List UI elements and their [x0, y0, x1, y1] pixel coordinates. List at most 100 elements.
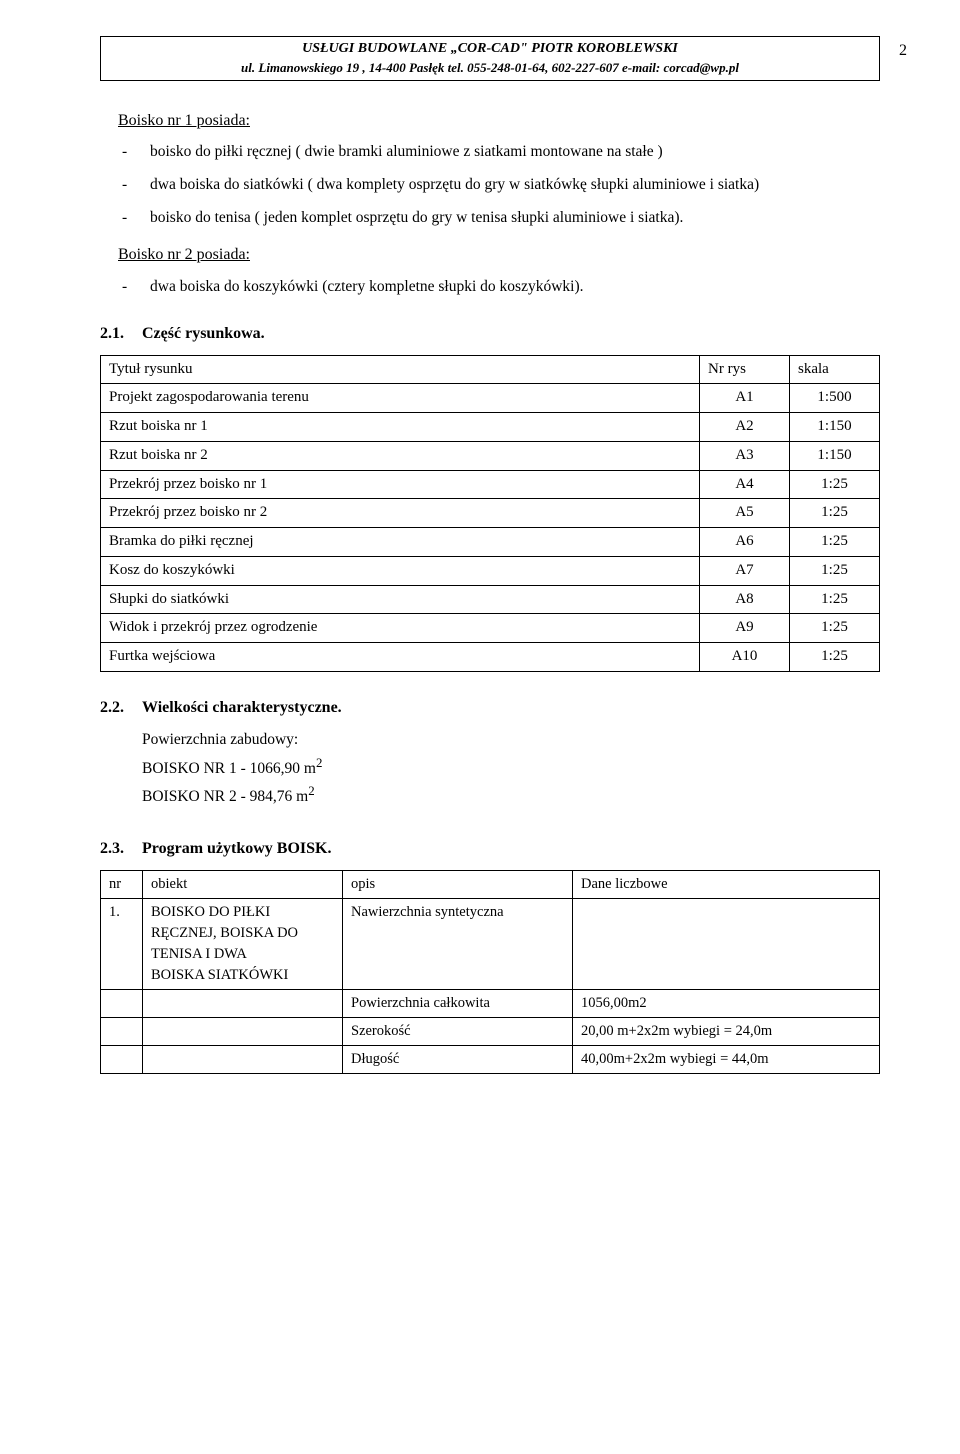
cell: 1:25 [790, 614, 880, 643]
cell: 1:25 [790, 528, 880, 557]
col-nr-rys: Nr rys [700, 355, 790, 384]
cell-nr [101, 990, 143, 1018]
table-row: Powierzchnia całkowita 1056,00m2 [101, 990, 880, 1018]
obj-line: BOISKO DO PIŁKI [151, 902, 334, 923]
list-text: dwa boiska do koszykówki (cztery komplet… [150, 278, 584, 295]
cell: 1:25 [790, 470, 880, 499]
cell: 1:25 [790, 499, 880, 528]
cell: Widok i przekrój przez ogrodzenie [101, 614, 700, 643]
boisko2-list: -dwa boiska do koszykówki (cztery komple… [100, 271, 880, 302]
heading-title: Program użytkowy BOISK. [142, 837, 331, 860]
cell-opis: Szerokość [343, 1018, 573, 1046]
heading-num: 2.1. [100, 322, 124, 345]
table-header-row: nr obiekt opis Dane liczbowe [101, 871, 880, 899]
cell: Słupki do siatkówki [101, 585, 700, 614]
cell-nr [101, 1046, 143, 1074]
heading-num: 2.3. [100, 837, 124, 860]
table-row: Słupki do siatkówkiA81:25 [101, 585, 880, 614]
heading-num: 2.2. [100, 696, 124, 719]
cell-obiekt [143, 990, 343, 1018]
list-text: dwa boiska do siatkówki ( dwa komplety o… [150, 176, 759, 193]
cell: A9 [700, 614, 790, 643]
list-item: -boisko do piłki ręcznej ( dwie bramki a… [136, 136, 880, 167]
header-line-2: ul. Limanowskiego 19 , 14-400 Pasłęk tel… [107, 59, 873, 78]
header-line-1: USŁUGI BUDOWLANE „COR-CAD" PIOTR KOROBLE… [107, 39, 873, 59]
heading-title: Wielkości charakterystyczne. [142, 696, 342, 719]
list-item: -dwa boiska do koszykówki (cztery komple… [136, 271, 880, 302]
cell: A1 [700, 384, 790, 413]
cell: 1:500 [790, 384, 880, 413]
cell: Rzut boiska nr 1 [101, 413, 700, 442]
cell: Furtka wejściowa [101, 643, 700, 672]
boisko2-area: BOISKO NR 2 - 984,76 m2 [142, 782, 880, 809]
col-nr: nr [101, 871, 143, 899]
cell: A5 [700, 499, 790, 528]
cell: Kosz do koszykówki [101, 556, 700, 585]
table-row: Rzut boiska nr 1A21:150 [101, 413, 880, 442]
cell: 1:150 [790, 413, 880, 442]
table-row: Szerokość 20,00 m+2x2m wybiegi = 24,0m [101, 1018, 880, 1046]
cell: 1:25 [790, 643, 880, 672]
cell: A4 [700, 470, 790, 499]
list-item: -boisko do tenisa ( jeden komplet osprzę… [136, 202, 880, 233]
table-row: Bramka do piłki ręcznejA61:25 [101, 528, 880, 557]
area-text: BOISKO NR 1 - 1066,90 m [142, 760, 316, 777]
heading-title: Część rysunkowa. [142, 322, 265, 345]
surface-label: Powierzchnia zabudowy: [142, 729, 880, 751]
heading-2-3: 2.3. Program użytkowy BOISK. [100, 837, 880, 860]
area-exp: 2 [316, 755, 322, 770]
obj-line: TENISA I DWA [151, 944, 334, 965]
table-row: Przekrój przez boisko nr 1A41:25 [101, 470, 880, 499]
col-dane: Dane liczbowe [573, 871, 880, 899]
cell: 1:25 [790, 556, 880, 585]
heading-2-1: 2.1. Część rysunkowa. [100, 322, 880, 345]
cell: A3 [700, 441, 790, 470]
cell: Przekrój przez boisko nr 2 [101, 499, 700, 528]
table-row: Kosz do koszykówkiA71:25 [101, 556, 880, 585]
col-skala: skala [790, 355, 880, 384]
cell-nr [101, 1018, 143, 1046]
cell-obiekt: BOISKO DO PIŁKI RĘCZNEJ, BOISKA DO TENIS… [143, 899, 343, 990]
cell: Bramka do piłki ręcznej [101, 528, 700, 557]
cell-dane: 20,00 m+2x2m wybiegi = 24,0m [573, 1018, 880, 1046]
boisko1-list: -boisko do piłki ręcznej ( dwie bramki a… [100, 136, 880, 233]
table-row: Przekrój przez boisko nr 2A51:25 [101, 499, 880, 528]
cell: A2 [700, 413, 790, 442]
boisko2-title: Boisko nr 2 posiada: [118, 243, 880, 266]
col-title: Tytuł rysunku [101, 355, 700, 384]
heading-2-2: 2.2. Wielkości charakterystyczne. [100, 696, 880, 719]
boisko1-area: BOISKO NR 1 - 1066,90 m2 [142, 754, 880, 781]
cell: A10 [700, 643, 790, 672]
cell-dane [573, 899, 880, 990]
cell: Rzut boiska nr 2 [101, 441, 700, 470]
cell: A6 [700, 528, 790, 557]
table-row: Rzut boiska nr 2A31:150 [101, 441, 880, 470]
cell-obiekt [143, 1018, 343, 1046]
obj-line: BOISKA SIATKÓWKI [151, 965, 334, 986]
cell-dane: 1056,00m2 [573, 990, 880, 1018]
page-number: 2 [899, 39, 907, 62]
list-text: boisko do piłki ręcznej ( dwie bramki al… [150, 143, 663, 160]
area-text: BOISKO NR 2 - 984,76 m [142, 788, 308, 805]
table-row: Furtka wejściowaA101:25 [101, 643, 880, 672]
table-row: Widok i przekrój przez ogrodzenieA91:25 [101, 614, 880, 643]
cell: 1:25 [790, 585, 880, 614]
boisko1-title: Boisko nr 1 posiada: [118, 109, 880, 132]
cell-dane: 40,00m+2x2m wybiegi = 44,0m [573, 1046, 880, 1074]
list-item: -dwa boiska do siatkówki ( dwa komplety … [136, 169, 880, 200]
col-obiekt: obiekt [143, 871, 343, 899]
table-row: 1. BOISKO DO PIŁKI RĘCZNEJ, BOISKA DO TE… [101, 899, 880, 990]
cell-obiekt [143, 1046, 343, 1074]
cell: A8 [700, 585, 790, 614]
table-row: Projekt zagospodarowania terenuA11:500 [101, 384, 880, 413]
cell-opis: Nawierzchnia syntetyczna [343, 899, 573, 990]
col-opis: opis [343, 871, 573, 899]
drawings-table: Tytuł rysunku Nr rys skala Projekt zagos… [100, 355, 880, 672]
table-header-row: Tytuł rysunku Nr rys skala [101, 355, 880, 384]
document-header: USŁUGI BUDOWLANE „COR-CAD" PIOTR KOROBLE… [100, 36, 880, 81]
cell-opis: Powierzchnia całkowita [343, 990, 573, 1018]
cell: Przekrój przez boisko nr 1 [101, 470, 700, 499]
list-text: boisko do tenisa ( jeden komplet osprzęt… [150, 209, 683, 226]
program-table: nr obiekt opis Dane liczbowe 1. BOISKO D… [100, 870, 880, 1074]
obj-line: RĘCZNEJ, BOISKA DO [151, 923, 334, 944]
